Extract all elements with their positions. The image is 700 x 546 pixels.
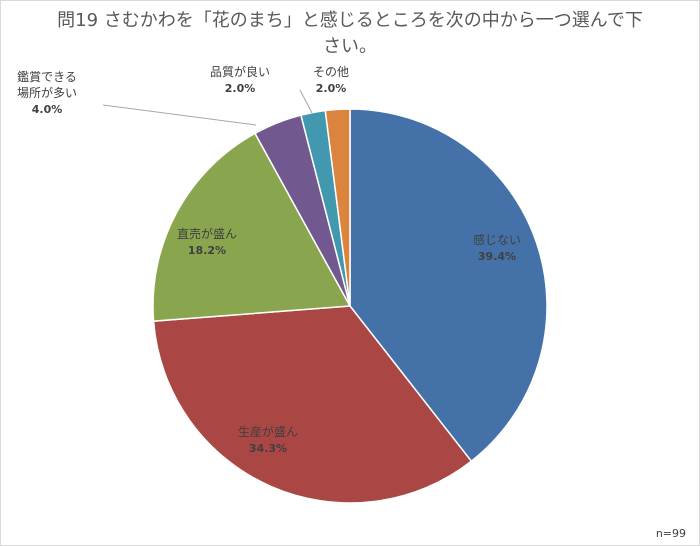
slice-category-label: 感じない xyxy=(473,232,521,247)
slice-category-label: 生産が盛ん xyxy=(238,424,298,439)
slice-category-label: 場所が多い xyxy=(17,85,77,100)
slice-percent-label: 2.0% xyxy=(316,82,347,95)
slice-category-label: 品質が良い xyxy=(210,64,270,79)
slice-percent-label: 39.4% xyxy=(478,250,516,263)
pie-slice xyxy=(152,132,352,322)
slice-label: 感じない 39.4% xyxy=(473,232,521,263)
slice-category-label: 鑑賞できる xyxy=(17,69,77,84)
slice-label: その他 2.0% xyxy=(313,65,349,95)
chart-title: 問19 さむかわを「花のまち」と感じるところを次の中から一つ選んで下さい。 xyxy=(57,10,643,57)
slice-percent-label: 2.0% xyxy=(225,82,256,95)
leader-line xyxy=(102,104,257,126)
slice-percent-label: 34.3% xyxy=(249,442,287,455)
pie-slice xyxy=(152,305,473,504)
pie-slice xyxy=(324,108,351,307)
slice-percent-label: 18.2% xyxy=(188,244,226,257)
slice-percent-label: 4.0% xyxy=(32,103,63,116)
slice-label: 直売が盛ん 18.2% xyxy=(177,226,237,257)
leader-line xyxy=(299,89,313,114)
sample-size-note: n=99 xyxy=(655,527,686,540)
slice-label: 品質が良い 2.0% xyxy=(210,64,270,95)
pie-slice xyxy=(349,108,548,463)
slice-category-label: その他 xyxy=(313,65,349,79)
slice-category-label: 直売が盛ん xyxy=(177,226,237,241)
slice-label: 生産が盛ん 34.3% xyxy=(238,424,298,455)
